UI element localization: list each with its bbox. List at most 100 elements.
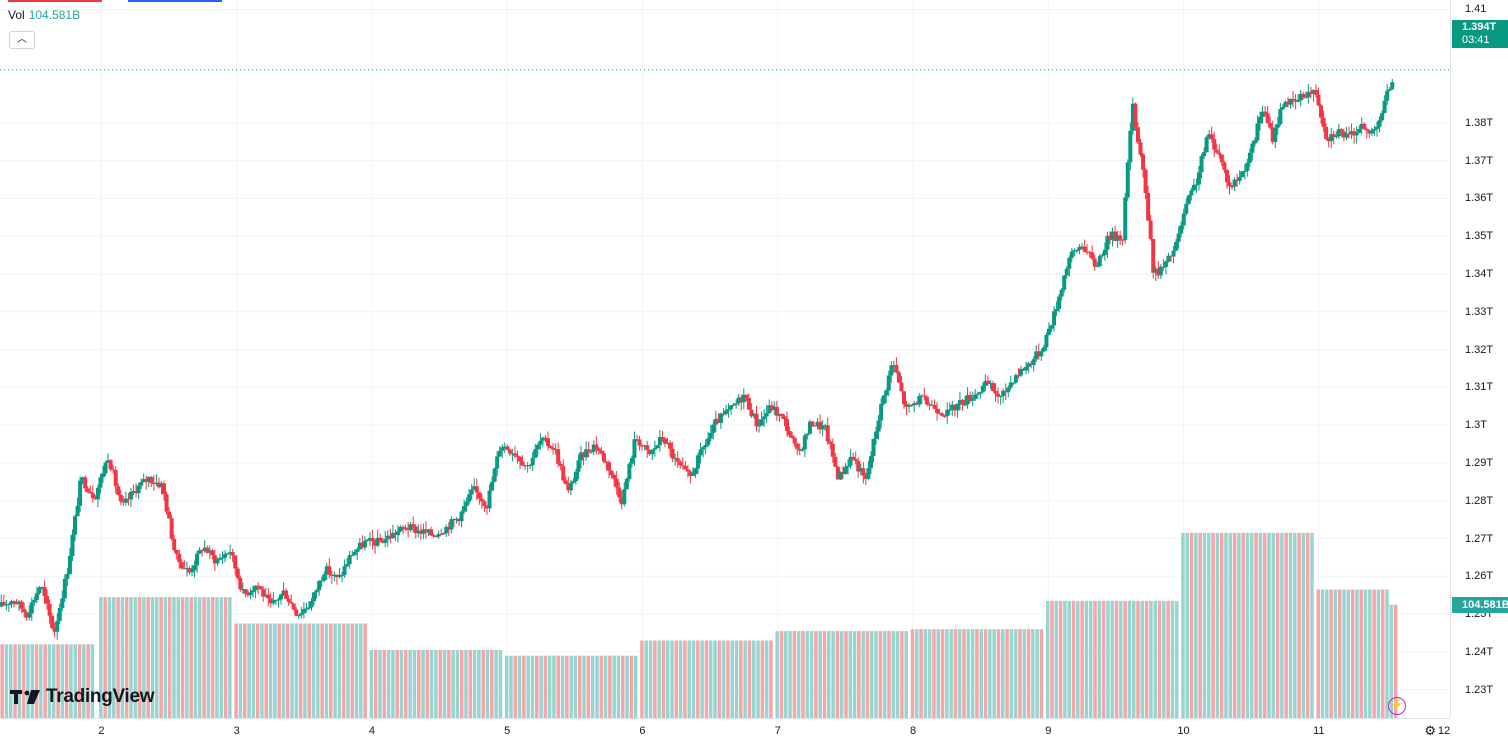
candle-body: [197, 550, 202, 554]
candle-body: [350, 555, 355, 557]
candle-body: [39, 587, 44, 589]
candle-body: [899, 382, 904, 392]
volume-bar: [434, 649, 438, 718]
volume-bar: [1337, 589, 1342, 718]
candle-body: [1141, 154, 1146, 170]
volume-bar: [805, 631, 810, 718]
candle-body: [795, 443, 800, 449]
candle-body: [90, 493, 95, 498]
candle-body: [965, 395, 970, 405]
candle-body: [856, 460, 861, 472]
candle-body: [589, 451, 594, 453]
candle-body: [716, 418, 721, 423]
candle-body: [1222, 162, 1227, 170]
volume-bar: [996, 629, 1001, 718]
volume-bar: [966, 629, 971, 718]
candle-body: [126, 498, 131, 500]
volume-bar: [442, 649, 447, 718]
lightning-icon[interactable]: ⚡: [1388, 697, 1406, 715]
price-axis[interactable]: 1.41 1.38T 1.37T 1.36T 1.35T 1.34T 1.33T 1.32T 1…: [1450, 0, 1508, 718]
volume-bar: [1088, 600, 1093, 718]
candle-body: [833, 456, 838, 467]
candle-body: [319, 580, 324, 582]
volume-bar: [1232, 532, 1237, 718]
volume-bar: [565, 655, 569, 718]
volume-bar: [1166, 600, 1170, 718]
candle-body: [861, 468, 866, 476]
time-axis[interactable]: 2 3 4 5 6 7 8 9 10 11 12 ⚙: [0, 718, 1450, 743]
candle-body: [416, 530, 421, 534]
candle-body: [696, 455, 701, 469]
candle-body: [497, 450, 502, 457]
candle-body: [1329, 134, 1334, 142]
candle-body: [284, 590, 289, 599]
time-tick-label: 6: [639, 725, 646, 737]
candle-body: [312, 592, 317, 602]
chart-plot-area[interactable]: Vol 104.581B ︿ TradingView ⚡: [0, 0, 1450, 718]
candle-body: [507, 449, 512, 454]
candle-body: [736, 397, 741, 404]
candle-body: [1275, 124, 1280, 128]
candle-body: [843, 466, 848, 474]
candle-body: [1265, 113, 1270, 124]
candle-body: [118, 494, 123, 502]
tradingview-logo[interactable]: TradingView: [10, 686, 155, 708]
candle-body: [1128, 130, 1133, 163]
candle-body: [924, 396, 929, 405]
candle-body: [62, 578, 67, 599]
candle-body: [1044, 334, 1049, 348]
volume-bar: [346, 623, 350, 718]
candle-body: [1263, 111, 1268, 114]
candle-body: [1285, 101, 1290, 105]
candle-body: [993, 391, 998, 394]
candle-body: [1018, 368, 1023, 376]
candle-body: [978, 391, 983, 394]
candle-body: [467, 494, 472, 502]
candle-body: [1133, 103, 1138, 128]
gear-icon[interactable]: ⚙: [1424, 723, 1436, 738]
candle-body: [217, 558, 222, 560]
volume-bar: [43, 644, 47, 718]
candle-body: [149, 477, 154, 484]
candle-body: [337, 575, 342, 578]
volume-bar: [904, 631, 908, 718]
candle-body: [1041, 347, 1046, 352]
candle-body: [65, 573, 70, 579]
candle-body: [492, 468, 497, 482]
volume-bar: [522, 655, 526, 718]
candle-body: [746, 397, 751, 410]
volume-bar: [73, 644, 77, 718]
candle-body: [749, 409, 754, 417]
candle-body: [1242, 170, 1247, 172]
candle-body: [813, 425, 818, 427]
candle-body: [909, 404, 914, 406]
candle-body: [131, 491, 136, 493]
price-tick-label: 1.26T: [1465, 570, 1494, 583]
candle-body: [830, 443, 835, 457]
price-tick-label: 1.38T: [1465, 116, 1494, 129]
volume-bar: [747, 640, 752, 718]
volume-bar: [1363, 589, 1368, 718]
volume-bar: [788, 631, 792, 718]
volume-bar: [1035, 629, 1039, 718]
candle-body: [1349, 131, 1354, 134]
volume-bar: [1254, 532, 1258, 718]
candle-body: [868, 456, 873, 469]
candle-body: [103, 462, 108, 474]
candle-body: [876, 420, 881, 432]
volume-bar: [775, 631, 779, 718]
price-tick-label: 1.41: [1465, 3, 1487, 16]
volume-bar: [341, 623, 346, 718]
candle-body: [469, 489, 474, 495]
candle-body: [640, 445, 645, 447]
candle-body: [1001, 390, 1006, 396]
volume-bar: [52, 644, 56, 718]
volume-bar: [438, 649, 442, 718]
candle-body: [362, 540, 367, 548]
candle-body: [464, 501, 469, 507]
collapse-legend-button[interactable]: ︿: [9, 31, 35, 49]
candle-body: [1186, 195, 1191, 204]
candle-body: [205, 547, 210, 553]
candle-body: [957, 399, 962, 404]
candle-body: [322, 574, 327, 581]
